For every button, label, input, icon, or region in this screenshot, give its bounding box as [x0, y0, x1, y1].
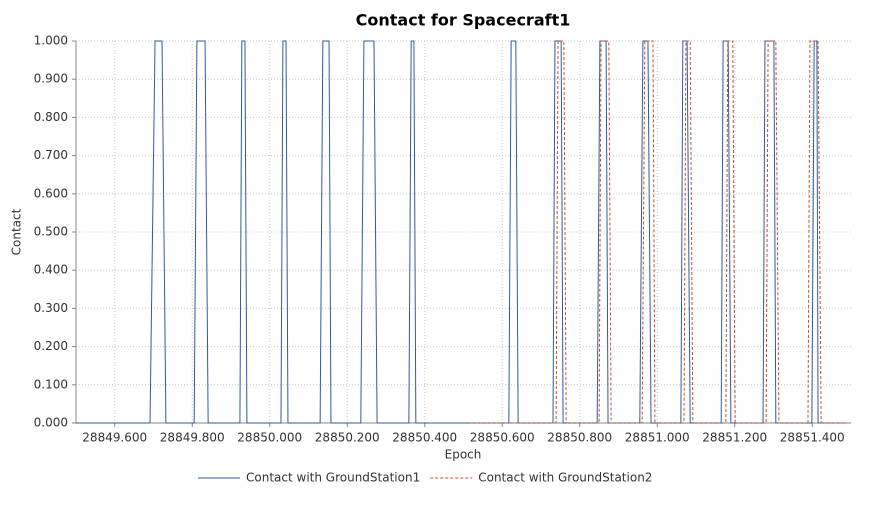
- y-axis-label: Contact: [10, 208, 24, 255]
- series-line: [76, 40, 848, 424]
- y-tick-label: 0.300: [34, 301, 68, 315]
- x-tick-label: 28850.400: [392, 431, 457, 445]
- y-tick-label: 0.000: [34, 416, 68, 430]
- legend-label: Contact with GroundStation2: [478, 471, 652, 485]
- x-tick-label: 28850.600: [470, 431, 535, 445]
- y-tick-label: 0.600: [34, 186, 68, 200]
- chart-title: Contact for Spacecraft1: [356, 11, 571, 30]
- y-tick-label: 0.500: [34, 225, 68, 239]
- y-tick-label: 0.400: [34, 263, 68, 277]
- x-tick-label: 28851.200: [702, 431, 767, 445]
- x-tick-label: 28851.400: [780, 431, 845, 445]
- y-tick-label: 1.000: [34, 34, 68, 48]
- x-tick-label: 28851.000: [625, 431, 690, 445]
- y-tick-label: 0.100: [34, 377, 68, 391]
- x-tick-label: 28850.000: [237, 431, 302, 445]
- x-tick-label: 28850.200: [315, 431, 380, 445]
- x-tick-label: 28849.600: [82, 431, 147, 445]
- y-tick-label: 0.700: [34, 148, 68, 162]
- legend-label: Contact with GroundStation1: [246, 471, 420, 485]
- x-tick-label: 28849.800: [160, 431, 225, 445]
- y-tick-label: 0.800: [34, 110, 68, 124]
- x-axis-label: Epoch: [445, 448, 482, 462]
- x-tick-label: 28850.800: [547, 431, 612, 445]
- y-tick-label: 0.200: [34, 339, 68, 353]
- y-tick-label: 0.900: [34, 72, 68, 86]
- series-line: [470, 40, 848, 424]
